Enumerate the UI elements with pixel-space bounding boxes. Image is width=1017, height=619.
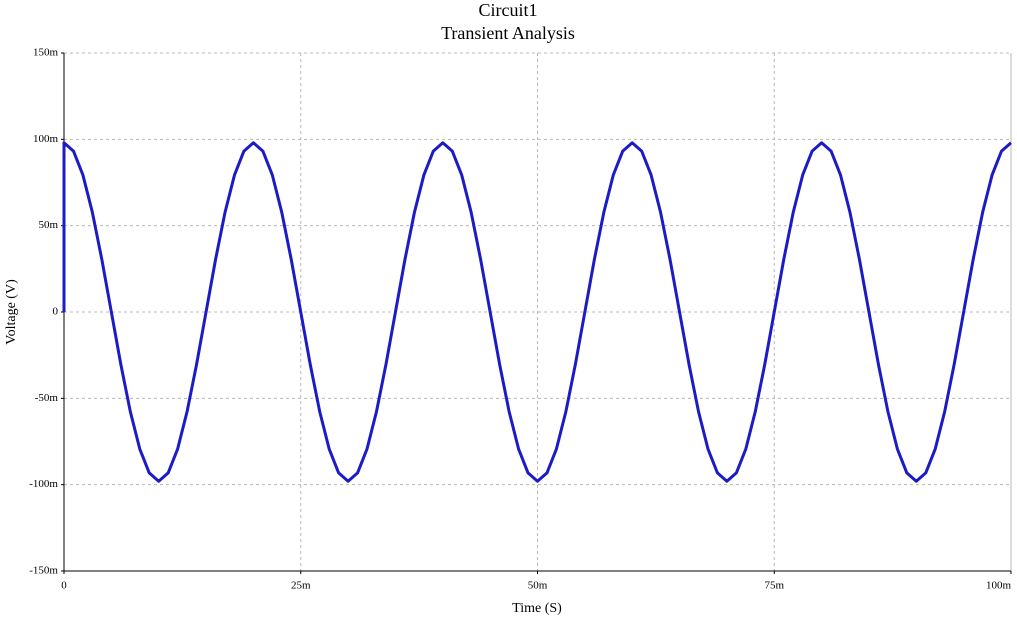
y-tick-label: -50m [35,392,59,404]
x-tick-label: 50m [528,580,548,592]
x-tick-label: 75m [764,580,784,592]
chart-title: Circuit1 [479,0,538,20]
y-tick-label: 50m [38,219,58,231]
chart-subtitle: Transient Analysis [441,23,575,43]
y-tick-label: 0 [53,306,59,318]
x-tick-label: 0 [61,580,67,592]
y-axis-label: Voltage (V) [4,279,19,345]
x-tick-label: 100m [986,580,1012,592]
x-tick-label: 25m [291,580,311,592]
y-tick-label: 150m [33,47,59,59]
x-axis-label: Time (S) [512,601,562,616]
y-tick-label: -100m [29,478,58,490]
y-tick-label: 100m [33,133,59,145]
trace [62,141,1012,483]
y-tick-label: -150m [29,565,58,577]
